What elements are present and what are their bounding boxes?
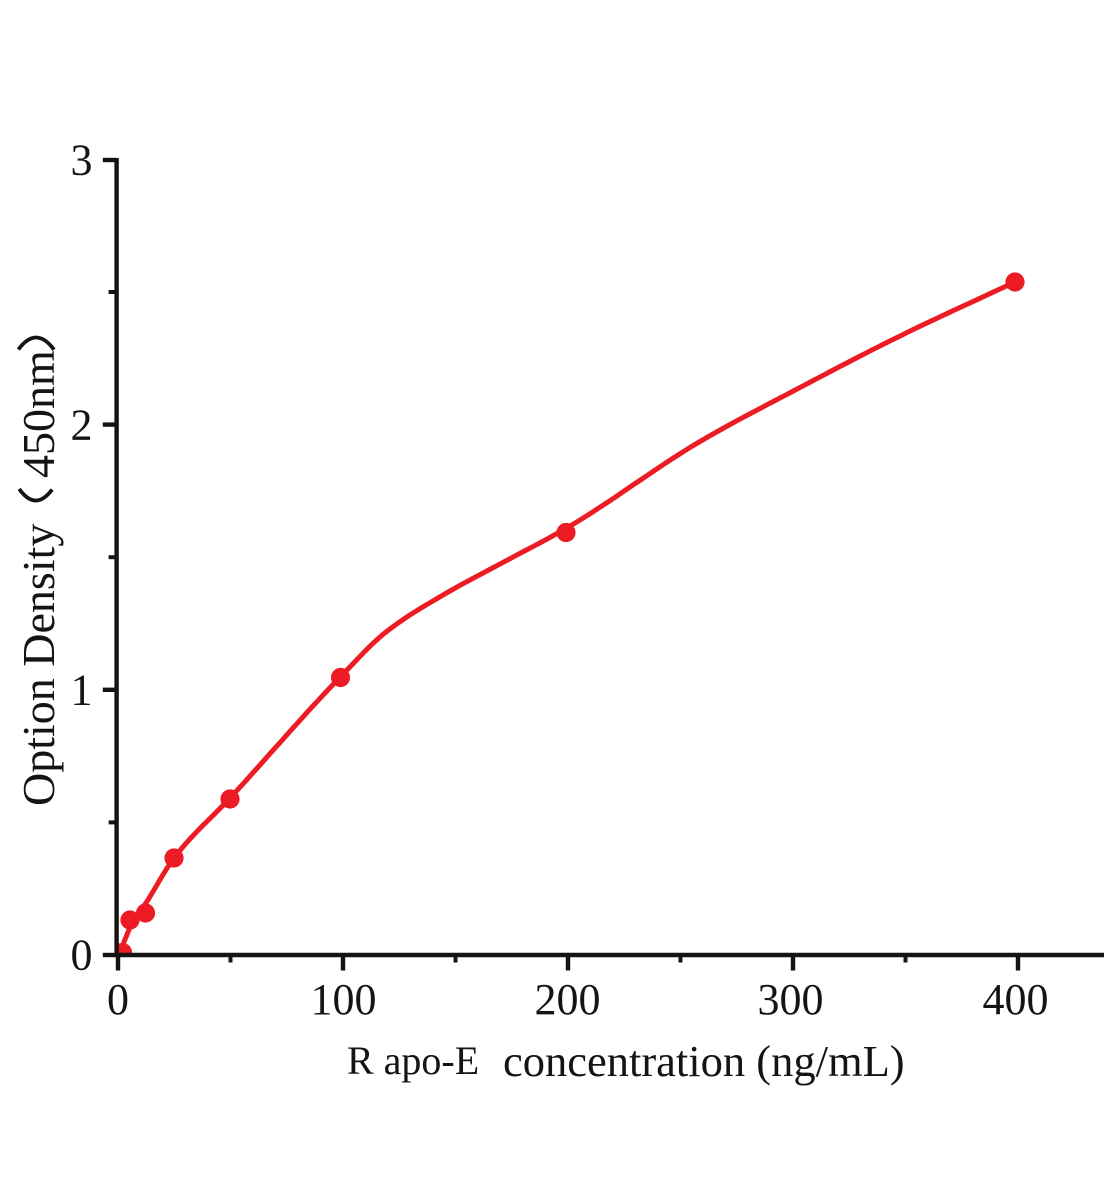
- svg-text:300: 300: [758, 975, 824, 1024]
- svg-text:Option Density: Option Density: [13, 524, 64, 806]
- svg-text:0: 0: [71, 931, 93, 980]
- svg-text:3: 3: [71, 136, 93, 185]
- svg-text:0: 0: [107, 975, 129, 1024]
- svg-text:400: 400: [983, 975, 1049, 1024]
- svg-text:2: 2: [71, 400, 93, 449]
- svg-text:450nm: 450nm: [13, 350, 64, 478]
- svg-text:1: 1: [71, 666, 93, 715]
- svg-text:R apo-E: R apo-E: [347, 1038, 479, 1083]
- svg-text:concentration (ng/mL): concentration (ng/mL): [503, 1036, 905, 1086]
- svg-text:100: 100: [311, 975, 377, 1024]
- svg-text:200: 200: [535, 975, 601, 1024]
